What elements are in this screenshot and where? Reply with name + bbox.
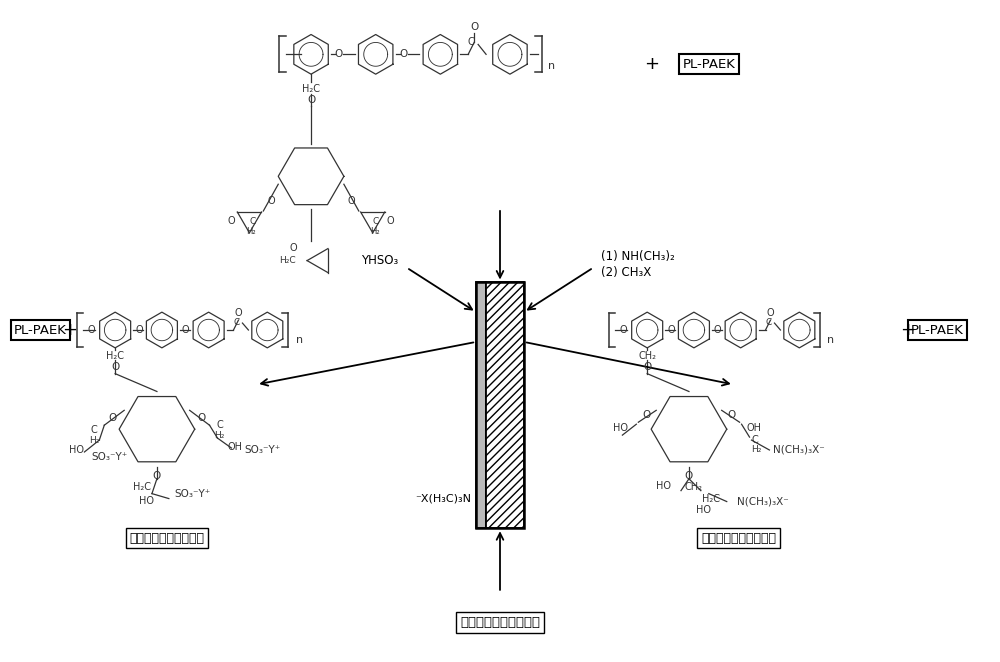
- Text: O: O: [643, 361, 651, 371]
- Text: O: O: [153, 471, 161, 481]
- Text: H₂C: H₂C: [106, 351, 124, 361]
- Bar: [476, 283, 524, 528]
- Text: O: O: [727, 410, 736, 420]
- Text: O: O: [347, 196, 355, 206]
- Text: +: +: [900, 321, 915, 339]
- Text: O: O: [197, 413, 206, 423]
- Text: O: O: [667, 325, 675, 335]
- Text: O: O: [470, 22, 478, 32]
- Text: O: O: [387, 216, 394, 226]
- Text: C: C: [765, 318, 772, 326]
- Text: +: +: [62, 321, 77, 339]
- Text: O: O: [335, 50, 343, 60]
- Text: n: n: [827, 335, 834, 345]
- Text: H₂C: H₂C: [702, 494, 720, 504]
- Text: O: O: [108, 413, 116, 423]
- Text: N(CH₃)₃X⁻: N(CH₃)₃X⁻: [737, 496, 788, 506]
- Text: SO₃⁻Y⁺: SO₃⁻Y⁺: [244, 445, 281, 455]
- Text: C: C: [233, 318, 240, 326]
- Text: 聚芳醚酮阴离子交换膜: 聚芳醚酮阴离子交换膜: [701, 532, 776, 545]
- Text: (2) CH₃X: (2) CH₃X: [601, 266, 652, 279]
- Text: +: +: [644, 55, 659, 73]
- Text: SO₃⁻Y⁺: SO₃⁻Y⁺: [91, 452, 127, 462]
- Text: O: O: [642, 410, 650, 420]
- Text: H₂: H₂: [214, 430, 225, 440]
- Text: O: O: [235, 308, 242, 318]
- Text: YHSO₃: YHSO₃: [361, 254, 399, 267]
- Text: OH: OH: [227, 442, 242, 452]
- Text: O: O: [135, 325, 143, 335]
- Text: C: C: [249, 217, 256, 226]
- Text: O: O: [307, 95, 315, 105]
- Text: O: O: [111, 361, 119, 371]
- Text: C: C: [752, 435, 758, 445]
- Text: O: O: [87, 325, 95, 335]
- Text: O: O: [619, 325, 627, 335]
- Text: H₂C: H₂C: [302, 84, 320, 94]
- Text: HO: HO: [139, 496, 154, 506]
- Text: C: C: [91, 425, 98, 435]
- Text: C: C: [468, 38, 475, 48]
- Text: O: O: [685, 471, 693, 481]
- Text: 含叶啉聚芳醚酮双极膜: 含叶啉聚芳醚酮双极膜: [460, 616, 540, 629]
- Text: PL-PAEK: PL-PAEK: [682, 58, 735, 71]
- Text: C: C: [373, 217, 379, 226]
- Text: N(CH₃)₃X⁻: N(CH₃)₃X⁻: [773, 445, 825, 455]
- Text: PL-PAEK: PL-PAEK: [911, 324, 964, 336]
- Text: HO: HO: [696, 506, 711, 516]
- Text: H₂C: H₂C: [133, 482, 151, 492]
- Text: CH₂: CH₂: [685, 482, 703, 492]
- Text: C: C: [216, 420, 223, 430]
- Text: CH₂: CH₂: [638, 351, 656, 361]
- Text: 聚芳醚酮阳离子交换膜: 聚芳醚酮阳离子交换膜: [129, 532, 204, 545]
- Text: O: O: [289, 243, 297, 253]
- Text: O: O: [399, 50, 408, 60]
- Text: O: O: [267, 196, 275, 206]
- Bar: [486, 283, 524, 528]
- Text: HO: HO: [613, 423, 628, 433]
- Text: OH: OH: [747, 423, 762, 433]
- Text: O: O: [182, 325, 190, 335]
- Text: H₂: H₂: [370, 227, 380, 236]
- Text: H₂: H₂: [89, 436, 100, 445]
- Text: H₂C: H₂C: [279, 256, 296, 265]
- Text: H₂: H₂: [247, 227, 256, 236]
- Text: PL-PAEK: PL-PAEK: [14, 324, 67, 336]
- Text: n: n: [548, 62, 555, 71]
- Text: O: O: [714, 325, 722, 335]
- Bar: [476, 283, 486, 528]
- Text: O: O: [767, 308, 774, 318]
- Text: O: O: [228, 216, 235, 226]
- Text: ⁻X(H₃C)₃N: ⁻X(H₃C)₃N: [415, 494, 471, 504]
- Text: H₂: H₂: [752, 446, 762, 455]
- Text: n: n: [296, 335, 303, 345]
- Text: HO: HO: [69, 445, 84, 455]
- Text: SO₃⁻Y⁺: SO₃⁻Y⁺: [175, 489, 211, 498]
- Text: (1) NH(CH₃)₂: (1) NH(CH₃)₂: [601, 250, 675, 263]
- Text: HO: HO: [656, 481, 671, 491]
